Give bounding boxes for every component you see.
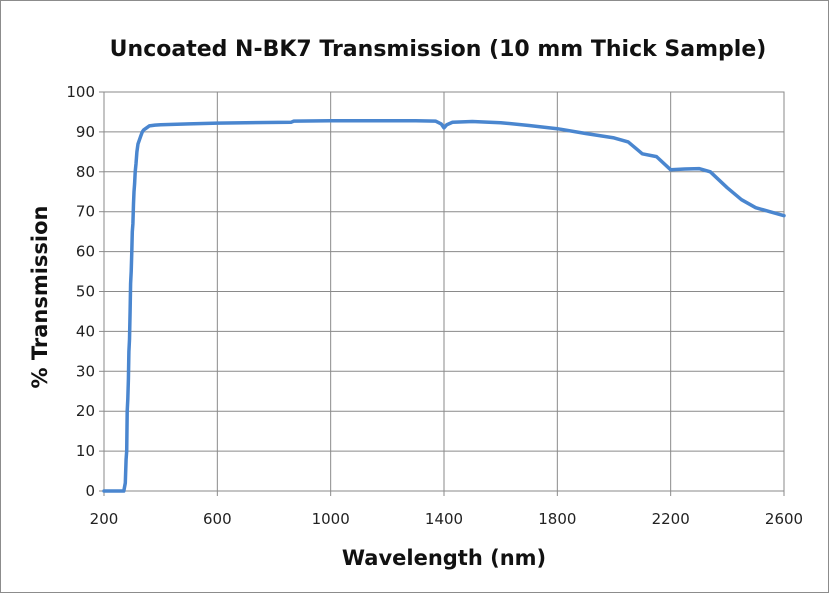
y-tick-label: 100 bbox=[66, 83, 95, 101]
y-tick-label: 10 bbox=[76, 442, 95, 460]
x-tick-label: 1400 bbox=[425, 510, 463, 528]
x-tick-label: 600 bbox=[203, 510, 232, 528]
y-tick-label: 20 bbox=[76, 402, 95, 420]
x-tick-label: 200 bbox=[90, 510, 119, 528]
y-tick-label: 30 bbox=[76, 362, 95, 380]
y-tick-label: 0 bbox=[85, 482, 95, 500]
series-layer bbox=[102, 118, 786, 493]
y-tick-label: 60 bbox=[76, 243, 95, 261]
y-axis-title: % Transmission bbox=[28, 205, 52, 388]
axis-ticks: 0 10 20 30 40 50 60 70 80 90 100 200 600 1000 1400 1800… bbox=[66, 83, 803, 528]
x-tick-label: 1800 bbox=[538, 510, 576, 528]
y-tick-label: 50 bbox=[76, 283, 95, 301]
transmission-series-line bbox=[102, 118, 786, 493]
x-tick-label: 1000 bbox=[312, 510, 350, 528]
chart-title: Uncoated N-BK7 Transmission (10 mm Thick… bbox=[110, 37, 767, 62]
y-tick-label: 90 bbox=[76, 123, 95, 141]
grid-lines bbox=[103, 91, 785, 492]
y-tick-label: 80 bbox=[76, 163, 95, 181]
y-tick-label: 40 bbox=[76, 322, 95, 340]
x-tick-label: 2200 bbox=[652, 510, 690, 528]
x-axis-title: Wavelength (nm) bbox=[342, 546, 546, 570]
x-tick-label: 2600 bbox=[765, 510, 803, 528]
y-tick-label: 70 bbox=[76, 203, 95, 221]
